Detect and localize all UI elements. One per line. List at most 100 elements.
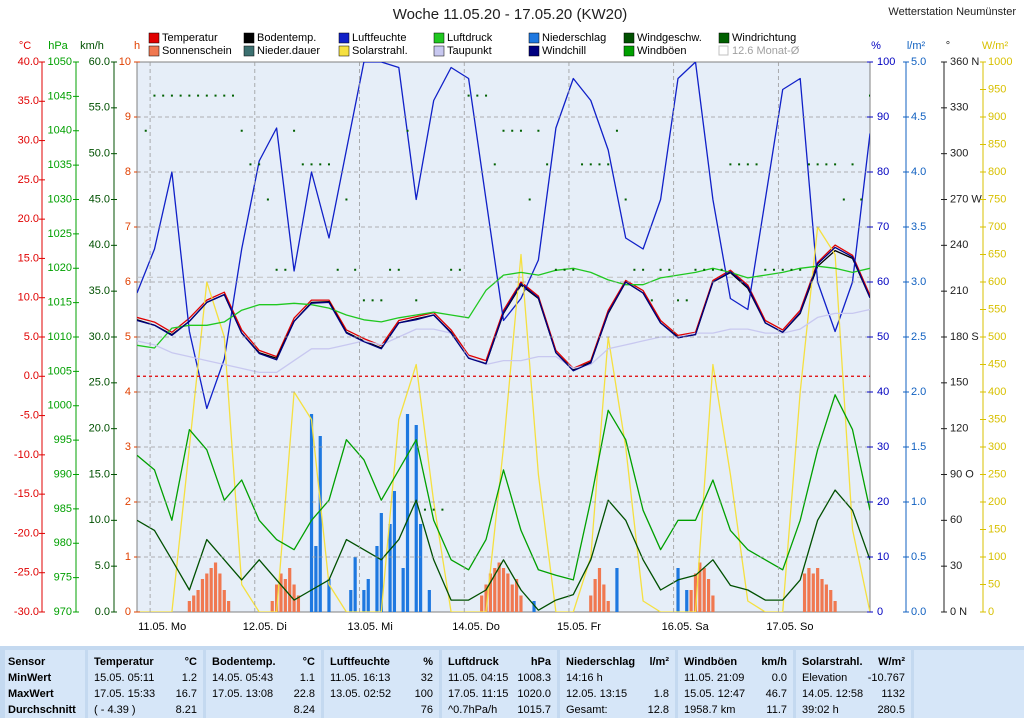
y-tick-label: 1040	[48, 125, 72, 137]
bar	[702, 568, 706, 612]
y-tick-label: 3.0	[911, 276, 926, 288]
wind-direction-dot	[519, 129, 522, 132]
y-tick-label: 40.0	[89, 239, 110, 251]
bar-layer	[137, 276, 870, 612]
bar	[349, 590, 353, 612]
axis-unit-label: °	[946, 40, 950, 52]
y-tick-label: 80	[877, 166, 889, 178]
wind-direction-dot	[581, 163, 584, 166]
wind-direction-dot	[231, 94, 234, 97]
wind-direction-dot	[476, 94, 479, 97]
wind-direction-dot	[816, 163, 819, 166]
table-cell-value: 1.1	[300, 672, 315, 684]
table-cell-bg	[88, 650, 203, 718]
wind-direction-dot	[851, 163, 854, 166]
wind-direction-dot	[537, 129, 540, 132]
wind-direction-dot	[188, 94, 191, 97]
y-tick-label: 1035	[48, 159, 72, 171]
y-tick-label: 0.5	[911, 551, 926, 563]
table-cell-text: 14:16 h	[566, 672, 603, 684]
table-cell-value: 32	[421, 672, 433, 684]
table-header: Luftfeuchte	[330, 656, 390, 668]
bar	[689, 590, 693, 612]
legend-swatch	[338, 45, 350, 57]
table-unit: hPa	[531, 656, 552, 668]
bar	[362, 590, 366, 612]
y-tick-label: 4	[125, 386, 131, 398]
y-tick-label: 990	[54, 468, 72, 480]
y-tick-label: -5.0	[20, 409, 39, 421]
y-tick-label: 970	[54, 606, 72, 618]
y-tick-label: 650	[988, 248, 1006, 260]
y-tick-label: 995	[54, 434, 72, 446]
wind-direction-dot	[860, 198, 863, 201]
bar	[685, 590, 689, 612]
legend-label: 12.6 Monat-Ø	[732, 45, 800, 57]
y-tick-label: 30.0	[18, 134, 39, 146]
legend-label: Bodentemp.	[257, 32, 316, 44]
wind-direction-dot	[249, 163, 252, 166]
table-cell-text: 14.05. 05:43	[212, 672, 273, 684]
bar	[227, 601, 231, 612]
table-cell-value: 1.8	[654, 688, 669, 700]
wind-direction-dot	[563, 268, 566, 271]
wind-direction-dot	[389, 268, 392, 271]
axis-unit-label: l/m²	[907, 40, 926, 52]
bar	[279, 573, 283, 612]
wind-direction-dot	[380, 299, 383, 302]
y-tick-label: 0.0	[95, 606, 110, 618]
bar	[833, 601, 837, 612]
y-tick-label: 3.5	[911, 221, 926, 233]
wind-direction-dot	[773, 268, 776, 271]
bar	[401, 568, 405, 612]
wind-direction-dot	[834, 163, 837, 166]
wind-direction-dot	[493, 163, 496, 166]
wind-direction-dot	[738, 163, 741, 166]
wind-direction-dot	[799, 268, 802, 271]
bar	[309, 414, 314, 612]
wind-direction-dot	[554, 268, 557, 271]
y-tick-label: 950	[988, 83, 1006, 95]
bar	[388, 524, 392, 612]
bar	[824, 584, 828, 612]
legend-label: Solarstrahl.	[352, 45, 408, 57]
bar	[222, 590, 226, 612]
y-tick-label: 800	[988, 166, 1006, 178]
table-cell-bg	[914, 650, 1024, 718]
y-tick-label: 2	[125, 496, 131, 508]
bar	[510, 584, 514, 612]
table-cell-value: 1015.7	[517, 704, 551, 716]
table-header: Temperatur	[94, 656, 154, 668]
y-tick-label: -10.0	[14, 449, 39, 461]
y-tick-label: 5.0	[24, 331, 39, 343]
legend-swatch	[148, 32, 160, 44]
wind-direction-dot	[842, 198, 845, 201]
table-row-label: MinWert	[8, 672, 52, 684]
bar	[275, 584, 279, 612]
wind-direction-dot	[746, 163, 749, 166]
y-tick-label: 30	[877, 441, 889, 453]
y-tick-label: 40.0	[18, 56, 39, 68]
wind-direction-dot	[598, 163, 601, 166]
bar	[205, 573, 209, 612]
y-tick-label: 150	[988, 523, 1006, 535]
table-cell-value: 12.8	[648, 704, 669, 716]
y-tick-label: 25.0	[89, 377, 110, 389]
wind-direction-dot	[397, 268, 400, 271]
wind-direction-dot	[362, 299, 365, 302]
x-tick-label: 12.05. Di	[243, 621, 287, 633]
bar	[602, 584, 606, 612]
wind-direction-dot	[607, 163, 610, 166]
wind-direction-dot	[336, 268, 339, 271]
y-tick-label: 150	[950, 377, 968, 389]
y-tick-label: 100	[877, 56, 895, 68]
y-tick-label: 10	[119, 56, 131, 68]
y-tick-label: 250	[988, 468, 1006, 480]
table-cell-text: 14.05. 12:58	[802, 688, 863, 700]
table-header: Niederschlag	[566, 656, 635, 668]
bar	[816, 568, 820, 612]
y-tick-label: 2.0	[911, 386, 926, 398]
wind-direction-dot	[615, 129, 618, 132]
y-tick-label: 1005	[48, 365, 72, 377]
table-cell-text: Elevation	[802, 672, 847, 684]
